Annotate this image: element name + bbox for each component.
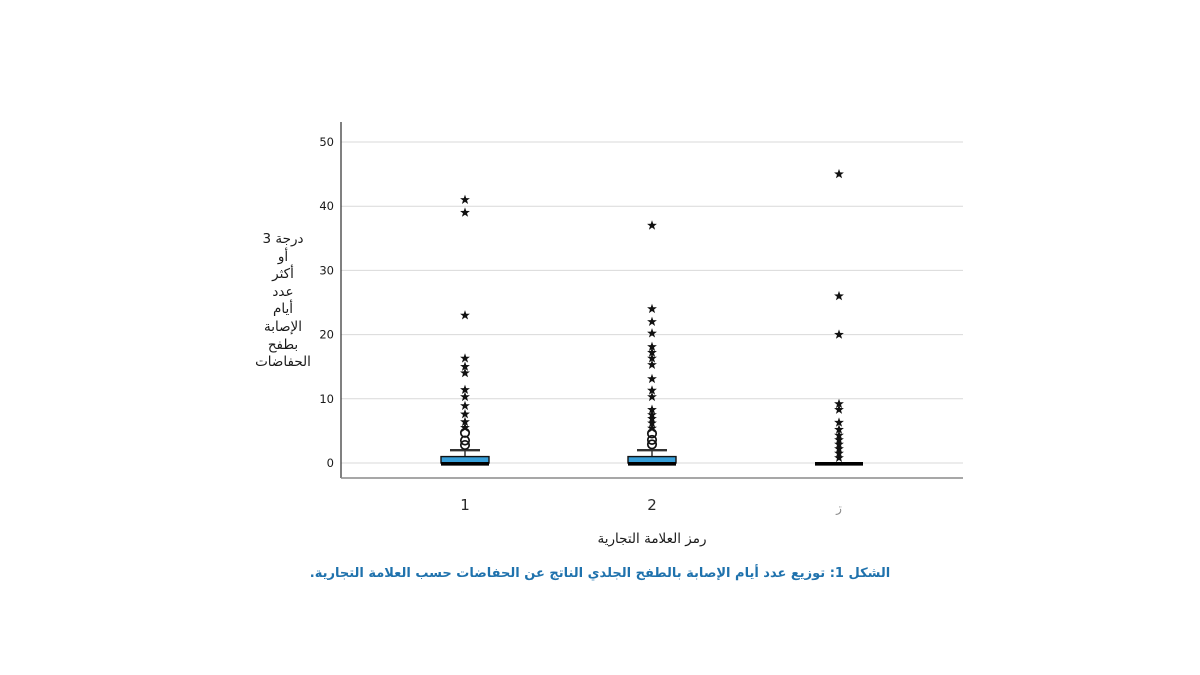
outlier-star-group-1 <box>460 391 470 402</box>
outlier-star-group-1 <box>460 367 470 378</box>
y-tick-label: 0 <box>327 456 334 470</box>
outlier-star-group-1 <box>460 416 470 427</box>
y-axis-title-line: أو <box>277 248 289 265</box>
x-axis-title: رمز العلامة التجارية <box>597 531 707 547</box>
y-axis-title-line: الحفاضات <box>255 354 311 371</box>
outlier-star-group-1 <box>460 400 470 411</box>
outlier-star-group-1 <box>460 422 470 432</box>
outlier-star-group-2 <box>647 409 657 420</box>
outlier-circle-group-2 <box>646 434 658 445</box>
outlier-star-group-2 <box>647 413 657 423</box>
y-axis-title-line: أيام <box>273 301 293 318</box>
outlier-star-group-2 <box>647 347 657 357</box>
outlier-star-group-2 <box>647 316 657 326</box>
y-axis-title-line: بطفح <box>267 336 299 353</box>
outlier-star-group-1 <box>460 353 470 363</box>
outlier-star-group-1 <box>460 207 470 217</box>
outlier-star-group-2 <box>647 391 657 402</box>
outlier-star-group-3 <box>834 417 844 427</box>
x-tick-label-2: 2 <box>647 496 657 514</box>
outlier-star-group-2 <box>647 328 657 338</box>
outlier-star-group-3 <box>834 290 844 301</box>
outlier-circle-group-1 <box>459 439 471 451</box>
y-axis-title-line: عدد <box>272 283 294 300</box>
outlier-star-group-3 <box>834 430 844 440</box>
outlier-star-group-2 <box>647 373 657 384</box>
y-axis-title: درجة 3 أو أكثر عدد أيام الإصابة بطفح الحفاضات <box>224 231 342 372</box>
y-tick-label: 50 <box>319 135 334 149</box>
outlier-star-group-1 <box>460 384 470 394</box>
outlier-star-group-2 <box>647 359 657 369</box>
outlier-star-group-2 <box>647 341 657 351</box>
y-axis-title-line: درجة 3 <box>262 231 304 247</box>
outlier-star-group-2 <box>647 404 657 414</box>
outlier-star-group-2 <box>647 303 657 314</box>
outlier-star-group-1 <box>460 361 470 371</box>
outlier-star-group-3 <box>834 168 844 179</box>
outlier-star-group-2 <box>647 220 657 230</box>
outlier-star-group-3 <box>834 452 844 463</box>
outlier-star-group-3 <box>834 404 844 414</box>
outlier-star-group-2 <box>647 423 657 433</box>
outlier-star-group-3 <box>834 398 844 409</box>
y-tick-label: 20 <box>319 328 334 342</box>
outlier-star-group-2 <box>647 353 657 363</box>
outlier-star-group-3 <box>834 434 844 445</box>
outlier-star-group-2 <box>647 418 657 428</box>
outlier-star-group-3 <box>834 448 844 458</box>
y-axis-title-line: الإصابة <box>263 318 303 335</box>
x-tick-label-1: 1 <box>460 496 470 514</box>
outlier-star-group-1 <box>460 409 470 419</box>
y-tick-label: 10 <box>319 392 334 406</box>
outlier-star-group-1 <box>460 194 470 204</box>
outlier-star-group-3 <box>834 439 844 449</box>
outlier-star-group-3 <box>834 443 844 454</box>
outlier-star-group-1 <box>460 310 470 320</box>
y-tick-label: 40 <box>319 199 334 213</box>
y-axis-title-line: أكثر <box>272 266 294 283</box>
x-tick-label-3: ڗ <box>835 501 842 516</box>
outlier-star-group-3 <box>834 424 844 434</box>
figure-caption: الشكل 1: توزيع عدد أيام الإصابة بالطفح ا… <box>309 566 891 581</box>
outlier-star-group-2 <box>647 385 657 395</box>
outlier-circle-group-2 <box>646 439 658 450</box>
y-tick-label: 30 <box>319 263 334 277</box>
outlier-star-group-3 <box>834 329 844 339</box>
